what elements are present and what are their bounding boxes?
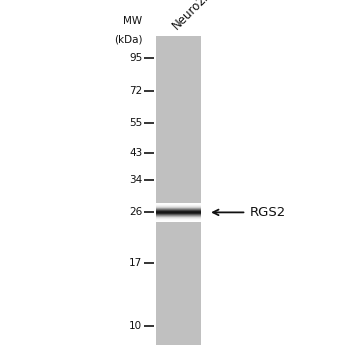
Text: 55: 55 [129, 118, 142, 128]
Text: (kDa): (kDa) [114, 34, 142, 44]
Text: 10: 10 [129, 321, 142, 331]
Text: 43: 43 [129, 148, 142, 158]
Text: 34: 34 [129, 176, 142, 185]
Text: 26: 26 [129, 208, 142, 218]
Bar [156, 36, 201, 345]
Text: 17: 17 [129, 258, 142, 268]
Text: Neuro2A: Neuro2A [170, 0, 215, 32]
Text: RGS2: RGS2 [250, 206, 286, 219]
Text: 72: 72 [129, 86, 142, 96]
Text: MW: MW [123, 16, 142, 26]
Text: 95: 95 [129, 53, 142, 63]
